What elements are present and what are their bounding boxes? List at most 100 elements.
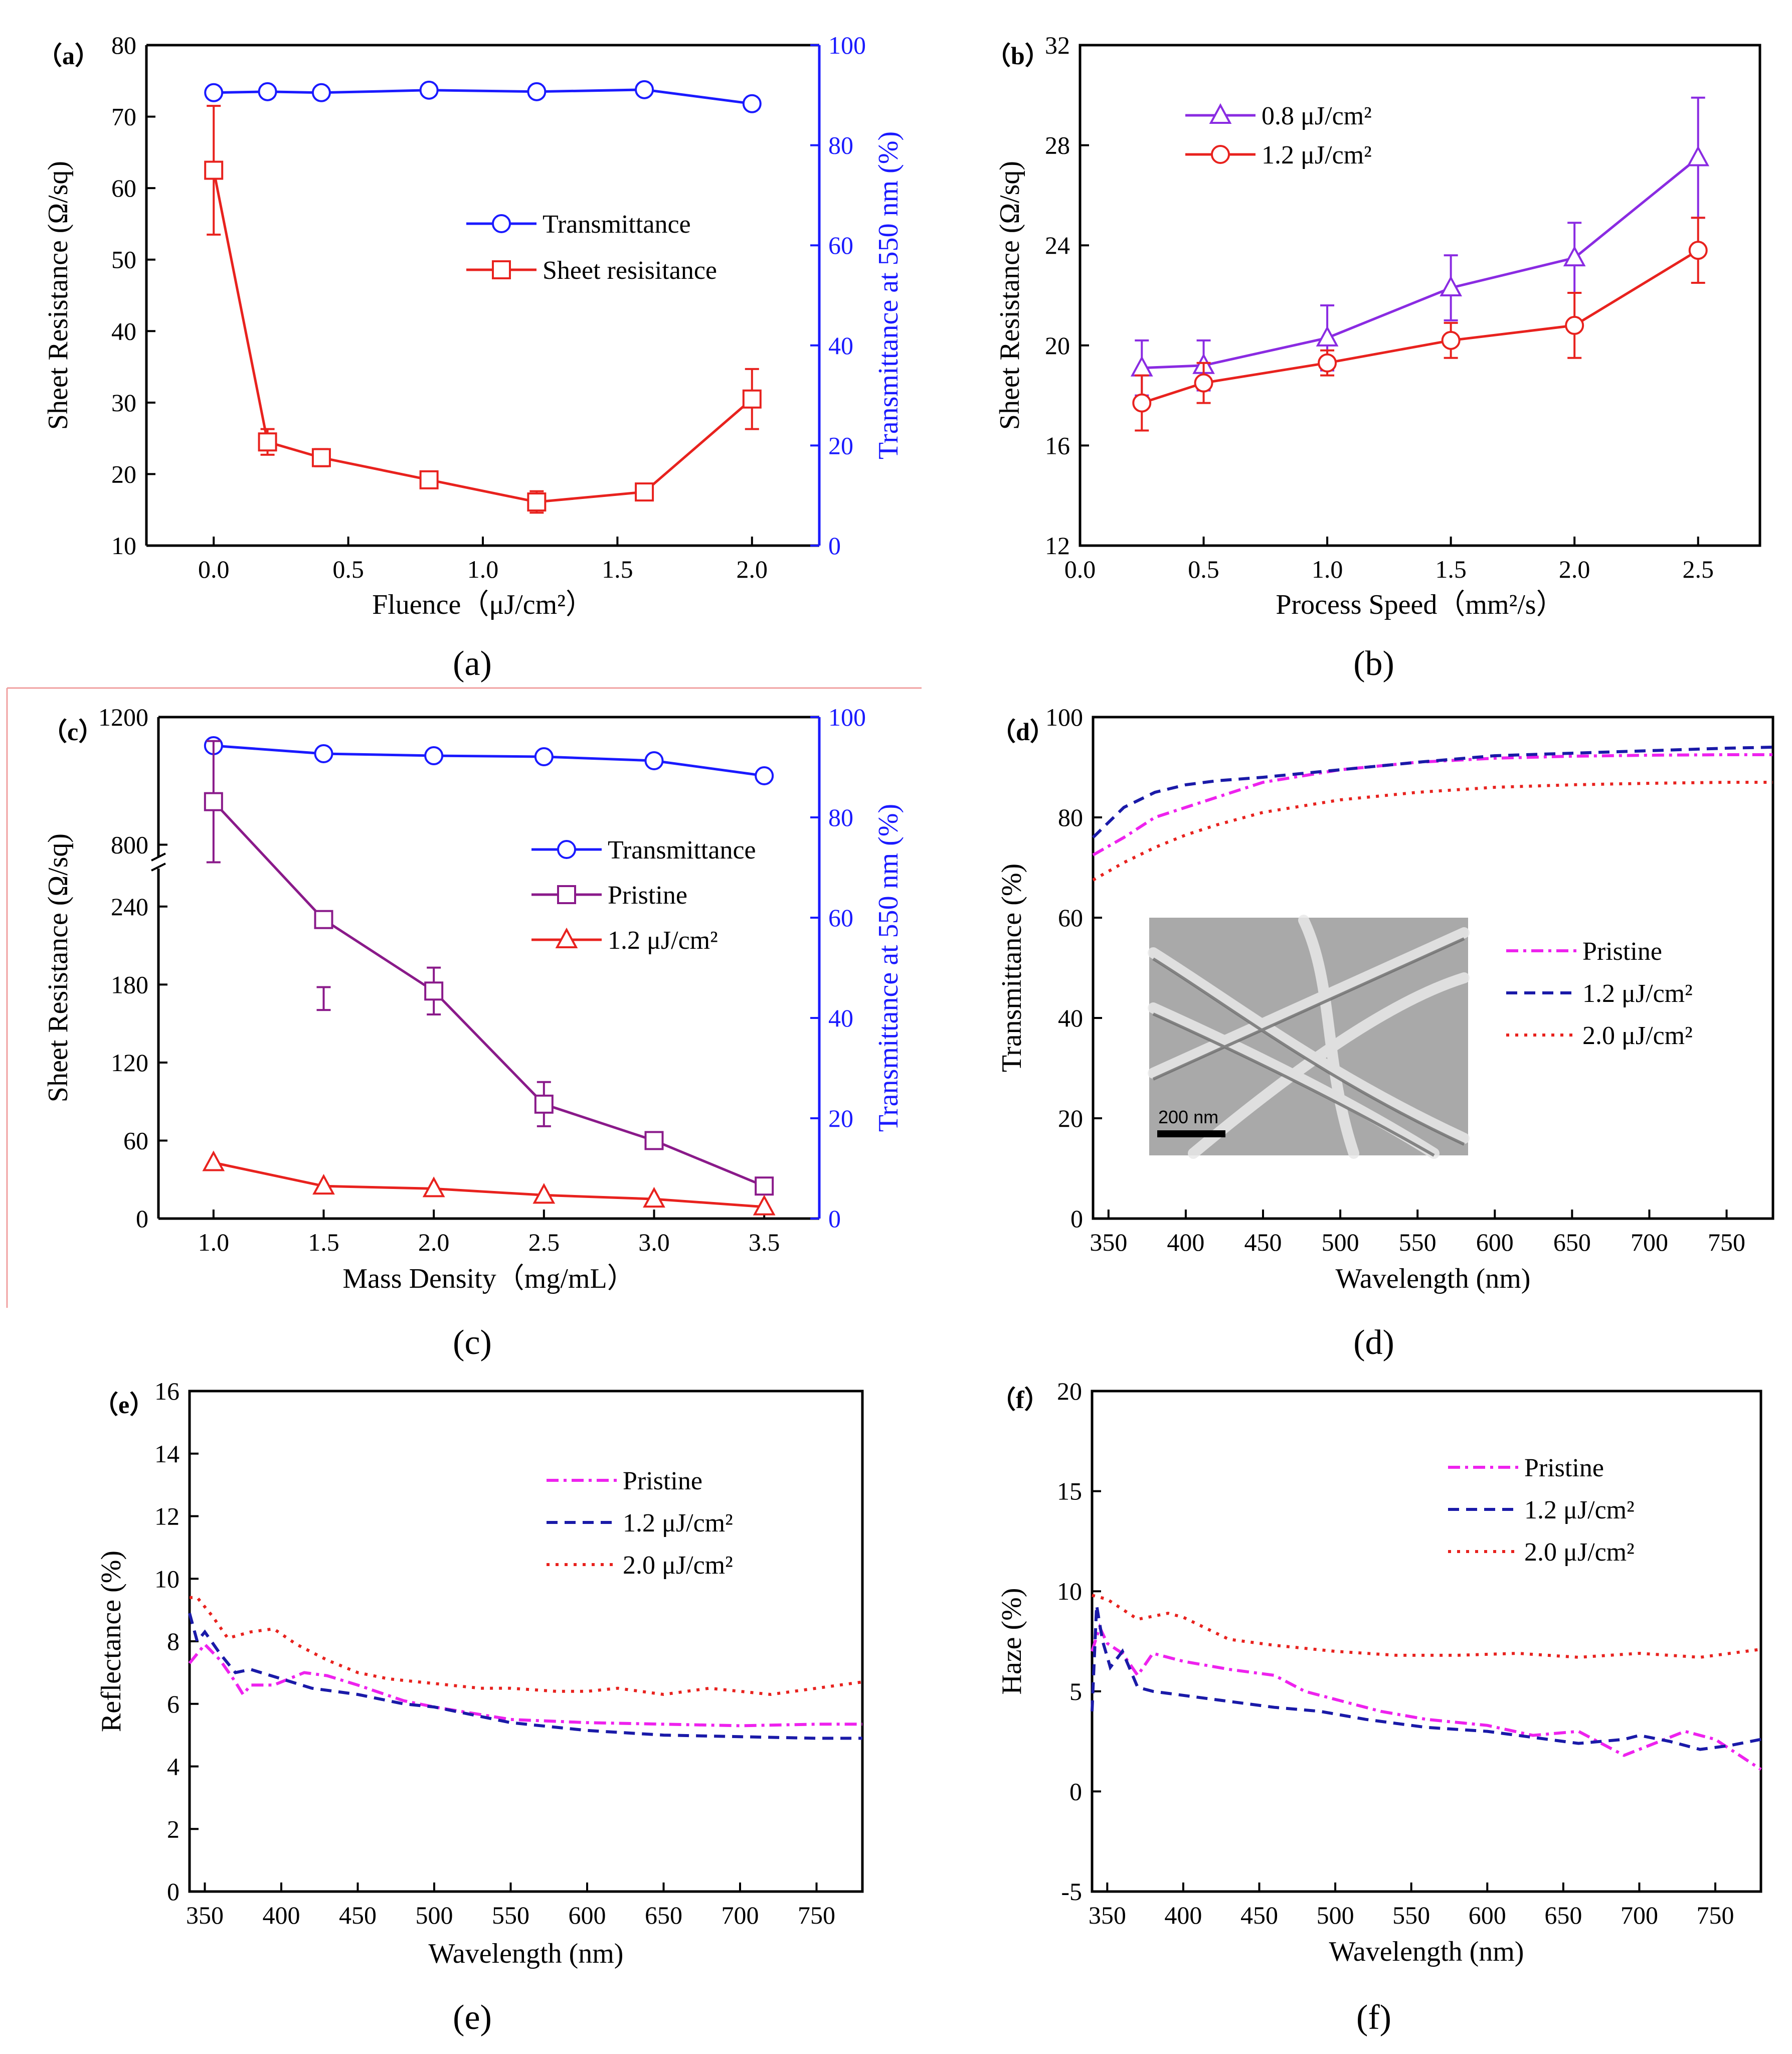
x-tick-label: 1.0 [198,1228,230,1256]
data-point [258,82,277,101]
data-point [1194,373,1213,393]
y-tick-label: 24 [1045,231,1070,259]
legend: Pristine 1.2 μJ/cm² 2.0 μJ/cm² [1506,937,1693,1050]
data-point [1440,275,1462,297]
x-tick-label: 550 [492,1901,529,1929]
y2-tick-label: 100 [828,31,866,59]
series-line [1142,156,1699,370]
series-0 [1092,753,1773,857]
series-line [214,88,753,105]
legend: Transmittance Sheet resisitance [466,210,717,285]
y-axis-title: Reflectance (%) [96,1551,127,1732]
series-line [1141,249,1699,404]
data-point [311,448,331,467]
panel-tag-c: （c） [42,718,103,746]
series-0 [204,80,762,113]
data-point [314,744,333,763]
y-tick-label: 60 [123,1126,148,1154]
x-tick-label: 1.5 [308,1228,339,1256]
y2-tick-label: 40 [828,1004,853,1032]
data-point [1441,330,1461,350]
y-tick-label: 1200 [98,703,148,731]
axis-break-mark [151,863,166,872]
series-0 [1130,96,1710,397]
x-tick-label: 700 [1621,1901,1658,1929]
y-tick-label: 80 [111,31,136,59]
legend-label: Pristine [1524,1454,1604,1482]
series-line [1092,746,1773,839]
x-axis-title: Wavelength (nm) [429,1938,624,1969]
data-point [422,1176,445,1197]
x-tick-label: 700 [1631,1228,1668,1256]
x-tick-label: 550 [1392,1901,1430,1929]
x-tick-label: 500 [416,1901,453,1929]
panel-tag-a: （a） [37,42,100,70]
series-line [1091,1623,1762,1771]
caption-a: (a) [453,644,492,683]
y-tick-label: 12 [154,1502,180,1530]
data-point [644,751,664,770]
x-axis-title: Wavelength (nm) [1336,1263,1531,1294]
y-tick-label: 12 [1045,532,1070,560]
legend-marker [557,840,576,859]
y-tick-label: 20 [1058,1104,1083,1132]
data-point [742,389,762,409]
y-axis-title: Sheet Resistance (Ω/sq) [994,161,1025,430]
y-tick-label: 60 [111,174,136,202]
data-point [1318,353,1337,373]
x-tick-label: 0.5 [1188,555,1219,583]
series-line [1092,753,1773,857]
x-tick-label: 400 [1167,1228,1204,1256]
y-tick-label: -5 [1061,1877,1082,1906]
series-2 [190,1596,863,1696]
series-line [1091,1605,1761,1751]
data-point [1316,325,1339,347]
data-point [204,792,223,811]
y2-tick-label: 80 [828,131,853,159]
y2-tick-label: 80 [828,803,853,831]
y-tick-label: 20 [1045,331,1070,360]
y2-tick-label: 60 [828,904,853,932]
panel-e: 350 400 450 500 550 600 650 700 750 0 2 4 6 8 10 12 14 16… [96,1377,864,1969]
data-point [424,981,444,1001]
series-0 [188,1642,862,1728]
legend-label: 1.2 μJ/cm² [623,1509,733,1537]
legend-label: Transmittance [543,210,691,239]
panel-c: 1.0 1.5 2.0 2.5 3.0 3.5 0 60 120 180 240 800 1200 0 20… [43,703,904,1294]
x-tick-label: 350 [1089,1901,1126,1929]
panel-b: 0.0 0.5 1.0 1.5 2.0 2.5 12 16 20 24 28 32 Process Sp… [994,31,1761,620]
y-tick-label: 0 [1070,1205,1083,1233]
x-axis-title: Mass Density（mg/mL） [342,1263,635,1294]
series-1 [188,1613,862,1740]
data-point [635,482,654,502]
data-point [312,1173,335,1195]
y2-axis-title: Transmittance at 550 nm (%) [873,131,904,459]
series-1 [1092,746,1773,839]
y2-tick-label: 20 [828,1104,853,1132]
y-tick-label: 16 [154,1377,180,1405]
legend: Transmittance Pristine 1.2 μJ/cm² [531,836,756,955]
data-point [1563,245,1586,267]
y-axis-title: Sheet Resistance (Ω/sq) [43,833,74,1102]
y-tick-label: 14 [154,1440,180,1468]
legend-marker [557,885,576,904]
x-tick-label: 650 [645,1901,682,1929]
legend-label: Pristine [608,881,687,910]
x-tick-label: 1.5 [602,555,633,583]
sem-micrograph-icon [1148,915,1470,1159]
x-tick-label: 500 [1322,1228,1359,1256]
data-point [527,82,547,101]
legend-label: Pristine [623,1467,702,1495]
x-tick-label: 0.0 [198,555,230,583]
panel-f: 350 400 450 500 550 600 650 700 750 -5 0 5 10 15 20 Wav… [996,1377,1762,1967]
legend-label: Pristine [1582,937,1662,966]
x-tick-label: 500 [1317,1901,1354,1929]
legend-marker [492,260,511,279]
y-tick-label: 20 [111,460,136,488]
data-point [419,470,439,489]
y-tick-label: 30 [111,389,136,417]
legend-marker [1209,103,1232,124]
legend-label: 1.2 μJ/cm² [1582,979,1693,1008]
y-tick-label: 80 [1058,803,1083,831]
